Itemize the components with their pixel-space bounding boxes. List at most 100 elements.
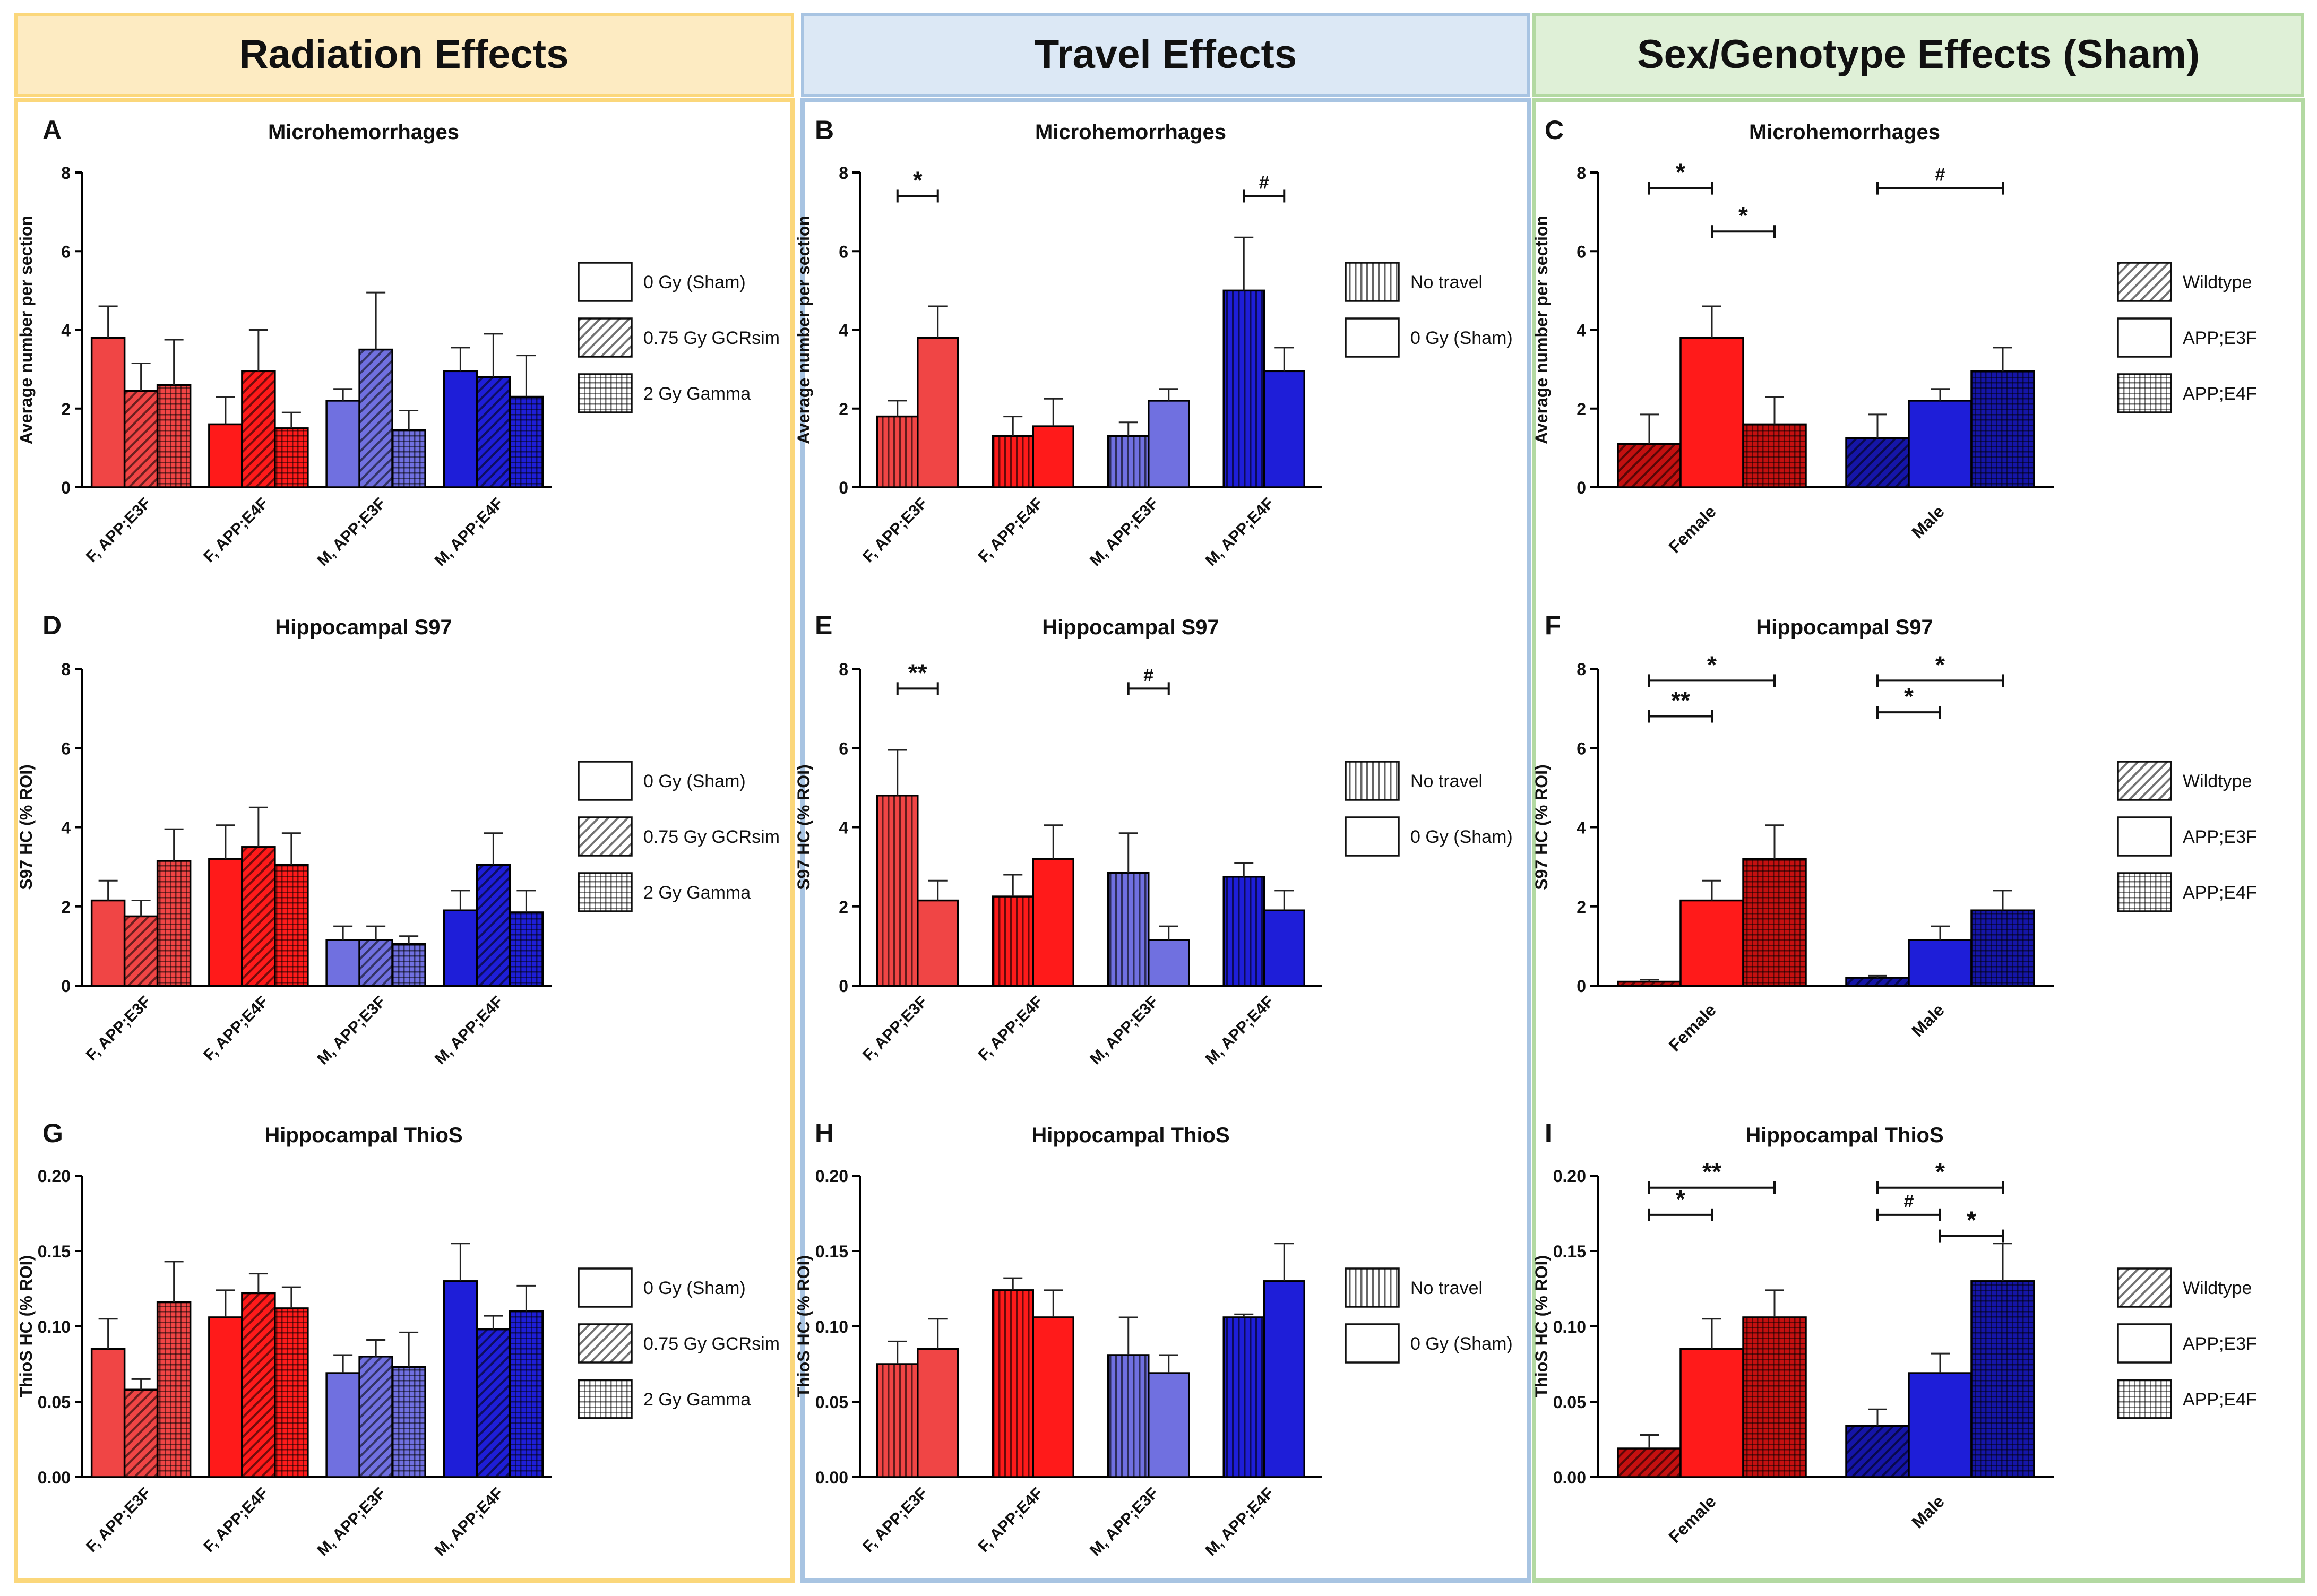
bar-pattern xyxy=(274,1308,308,1477)
panel-title: Microhemorrhages xyxy=(268,120,459,144)
bar xyxy=(325,939,360,987)
legend-label: No travel xyxy=(1410,1278,1483,1298)
x-tick-label: M, APP;E3F xyxy=(1087,495,1162,570)
y-tick-label: 0.20 xyxy=(38,1167,71,1186)
legend-label: 0 Gy (Sham) xyxy=(643,1278,746,1298)
column-border-radiation xyxy=(14,98,795,1583)
bar xyxy=(90,1348,126,1478)
legend-swatch xyxy=(578,262,633,302)
y-tick-label: 8 xyxy=(839,163,848,183)
bar xyxy=(1908,400,1973,488)
sig-label: * xyxy=(1738,202,1748,229)
bar xyxy=(208,423,243,488)
legend-swatch-pattern xyxy=(579,1324,632,1362)
bar-pattern xyxy=(993,1290,1033,1477)
bar-pattern xyxy=(477,377,510,487)
legend-label: 0.75 Gy GCRsim xyxy=(643,827,780,847)
panel-title: Microhemorrhages xyxy=(1035,120,1226,144)
x-tick-label: F, APP;E3F xyxy=(859,1485,931,1556)
bar-pattern xyxy=(274,428,308,487)
panel-letter: H xyxy=(815,1118,834,1148)
panel-d: D Hippocampal S97 0 2 4 6 8 S97 HC (% ROI) F, AP… xyxy=(16,610,780,1068)
column-border-sexgen xyxy=(1532,98,2305,1583)
y-tick-label: 0.00 xyxy=(1553,1468,1586,1487)
y-axis-label: S97 HC (% ROI) xyxy=(794,764,813,890)
bar xyxy=(1263,370,1305,488)
legend-label: APP;E3F xyxy=(2183,328,2257,348)
y-tick-label: 0.15 xyxy=(1553,1242,1586,1261)
y-axis-label: Average number per section xyxy=(16,215,36,444)
legend-swatch-pattern xyxy=(579,817,632,856)
panel-letter: G xyxy=(42,1118,63,1148)
bar xyxy=(1263,909,1305,987)
x-tick-label: M, APP;E3F xyxy=(314,993,389,1068)
y-axis-label: ThioS HC (% ROI) xyxy=(794,1255,813,1397)
y-tick-label: 0.10 xyxy=(815,1317,848,1336)
x-tick-label: Male xyxy=(1908,502,1948,542)
x-tick-label: F, APP;E3F xyxy=(83,993,154,1065)
bar-pattern xyxy=(1224,290,1264,487)
legend-swatch xyxy=(2117,816,2172,857)
bar-pattern xyxy=(242,371,275,487)
bar-pattern xyxy=(1224,1317,1264,1477)
legend-swatch xyxy=(578,1267,633,1308)
column-border-travel xyxy=(800,98,1531,1583)
legend-label: 0 Gy (Sham) xyxy=(643,771,746,791)
y-tick-label: 4 xyxy=(839,321,848,340)
bar xyxy=(208,858,243,987)
bar xyxy=(917,1348,959,1478)
bar-pattern xyxy=(1971,910,2034,986)
bar-pattern xyxy=(359,349,393,487)
panel-b: B Microhemorrhages 0 2 4 6 8 Average number per… xyxy=(794,115,1513,570)
panel-letter: E xyxy=(815,610,832,640)
x-tick-label: M, APP;E4F xyxy=(432,495,507,570)
bar-pattern xyxy=(510,1311,543,1477)
x-tick-label: F, APP;E3F xyxy=(83,1485,154,1556)
bar xyxy=(1679,1348,1744,1478)
bar-pattern xyxy=(1108,436,1149,487)
y-axis-label: S97 HC (% ROI) xyxy=(1532,764,1551,890)
bar xyxy=(1032,1316,1074,1478)
bar-pattern xyxy=(1743,1317,1806,1477)
legend-label: 0 Gy (Sham) xyxy=(643,272,746,292)
sig-label: * xyxy=(1676,159,1685,186)
y-tick-label: 8 xyxy=(61,163,71,183)
bar-pattern xyxy=(1846,1426,1909,1477)
bar-pattern xyxy=(392,1367,426,1477)
legend-swatch-pattern xyxy=(579,1380,632,1418)
panel-letter: I xyxy=(1545,1118,1552,1148)
x-tick-label: M, APP;E3F xyxy=(1087,1485,1162,1560)
sig-label: * xyxy=(1967,1206,1976,1234)
y-tick-label: 6 xyxy=(61,242,71,261)
legend-swatch-pattern xyxy=(579,873,632,911)
x-tick-label: F, APP;E4F xyxy=(200,1485,272,1556)
legend-swatch xyxy=(578,761,633,801)
panel-c: C Microhemorrhages 0 2 4 6 8 Average number per… xyxy=(1532,115,2257,557)
panel-letter: C xyxy=(1545,115,1564,145)
bar-pattern xyxy=(1971,371,2034,487)
y-tick-label: 8 xyxy=(839,660,848,679)
bar-pattern xyxy=(477,1329,510,1477)
panel-title: Hippocampal ThioS xyxy=(1031,1124,1229,1147)
legend-label: APP;E3F xyxy=(2183,1334,2257,1354)
y-tick-label: 0.00 xyxy=(38,1468,71,1487)
y-tick-label: 0 xyxy=(839,977,848,996)
y-axis-label: Average number per section xyxy=(1532,215,1551,444)
panel-letter: B xyxy=(815,115,834,145)
header-sexgen-effects: Sex/Genotype Effects (Sham) xyxy=(1637,32,2200,77)
bar-pattern xyxy=(510,912,543,986)
sig-label: # xyxy=(1935,165,1945,185)
x-tick-label: M, APP;E4F xyxy=(1202,495,1278,570)
bar-pattern xyxy=(1743,859,1806,986)
sig-label: * xyxy=(913,166,923,194)
sig-label: ** xyxy=(908,659,927,686)
legend-swatch-pattern xyxy=(2118,762,2171,800)
legend-label: APP;E4F xyxy=(2183,883,2257,903)
bar-pattern xyxy=(993,436,1033,487)
bar xyxy=(443,909,478,987)
y-tick-label: 0.10 xyxy=(38,1317,71,1336)
panel-i: I Hippocampal ThioS 0.00 0.05 0.10 0.15 0.20 Th… xyxy=(1532,1118,2257,1547)
bar-pattern xyxy=(157,385,191,487)
bar-pattern xyxy=(1618,444,1681,487)
legend-label: 2 Gy Gamma xyxy=(643,1390,751,1410)
